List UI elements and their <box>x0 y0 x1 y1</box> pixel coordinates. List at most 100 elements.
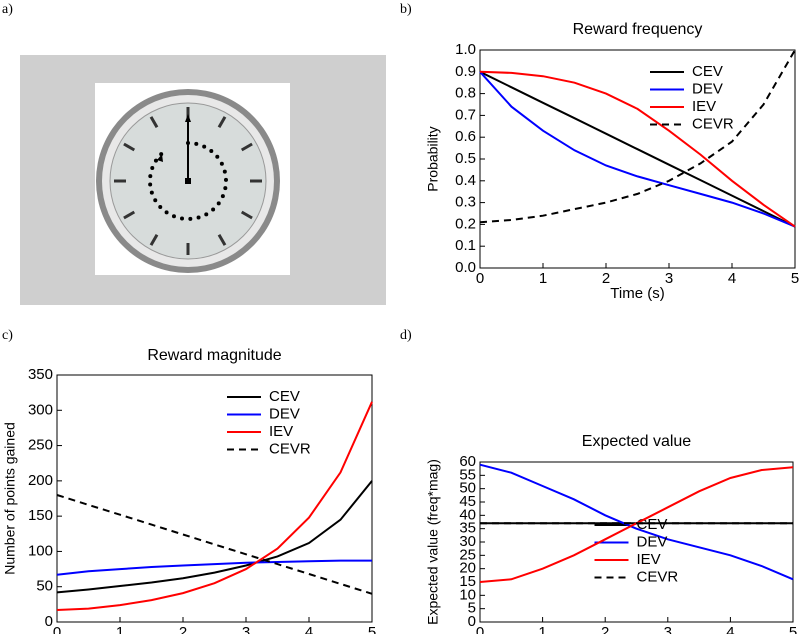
y-tick-label: 0.5 <box>455 150 476 167</box>
plot-frame <box>479 49 796 269</box>
clock-tick <box>123 142 136 152</box>
x-tick-label: 5 <box>791 270 799 287</box>
clock-dot <box>202 144 207 149</box>
clock-dot <box>158 204 163 209</box>
legend-label: IEV <box>692 98 716 115</box>
clock-dot <box>215 154 220 159</box>
legend-label: CEV <box>269 388 300 405</box>
clock-hand-tip <box>185 114 191 122</box>
panel-label: c) <box>2 328 13 343</box>
legend-label: IEV <box>269 423 293 440</box>
y-tick-label: 250 <box>28 437 53 454</box>
clock-dot <box>211 207 216 212</box>
clock-dot <box>223 186 228 191</box>
y-tick-label: 0.2 <box>455 215 476 232</box>
x-tick-label: 3 <box>242 624 250 634</box>
clock-dot <box>153 198 158 203</box>
legend-label: CEVR <box>637 568 679 585</box>
y-axis-label: Expected value (freq*mag) <box>425 459 441 625</box>
y-tick-label: 1.0 <box>455 41 476 58</box>
y-tick-label: 25 <box>459 546 476 563</box>
clock-tick <box>217 116 227 129</box>
clock-dot <box>171 214 176 219</box>
y-tick-label: 0.6 <box>455 128 476 145</box>
y-axis-label: Probability <box>425 126 441 191</box>
legend-label: DEV <box>692 80 723 97</box>
y-tick-label: 150 <box>28 507 53 524</box>
plot-frame <box>56 374 373 623</box>
y-tick-label: 30 <box>459 533 476 550</box>
x-tick-label: 3 <box>665 270 673 287</box>
clock-dot <box>188 216 193 221</box>
y-tick-label: 0.9 <box>455 63 476 80</box>
clock-screen <box>20 55 386 305</box>
y-tick-label: 35 <box>459 520 476 537</box>
legend-label: IEV <box>637 551 661 568</box>
x-tick-label: 4 <box>726 624 734 634</box>
y-tick-label: 0.7 <box>455 106 476 123</box>
chart-title: Expected value <box>582 433 692 450</box>
clock-tick <box>149 233 159 246</box>
clock-dot <box>164 210 169 215</box>
clock-tick <box>217 233 227 246</box>
panel-label: d) <box>400 328 412 343</box>
clock-dot <box>159 152 164 157</box>
y-tick-label: 0.1 <box>455 237 476 254</box>
chart-title: Reward frequency <box>573 21 703 38</box>
x-tick-label: 1 <box>539 270 547 287</box>
clock-center <box>185 178 191 184</box>
x-tick-label: 0 <box>476 624 484 634</box>
series-line <box>479 49 796 224</box>
x-tick-label: 0 <box>53 624 61 634</box>
x-axis-label: Time (s) <box>610 285 664 302</box>
clock-dot <box>153 158 158 163</box>
y-tick-label: 20 <box>459 560 476 577</box>
legend-label: CEV <box>692 63 723 80</box>
legend-label: DEV <box>637 533 668 550</box>
y-tick-label: 350 <box>28 366 53 383</box>
clock-dot <box>180 216 185 221</box>
y-axis-label: Number of points gained <box>2 422 18 575</box>
clock-dot <box>209 148 214 153</box>
series-line <box>479 71 796 228</box>
series-line <box>479 70 796 228</box>
x-tick-label: 0 <box>476 270 484 287</box>
y-tick-label: 100 <box>28 542 53 559</box>
y-tick-label: 0 <box>468 613 476 630</box>
panel-label: b) <box>400 2 412 17</box>
clock-dot <box>149 190 154 195</box>
y-tick-label: 200 <box>28 472 53 489</box>
y-tick-label: 55 <box>459 466 476 483</box>
legend-label: CEVR <box>692 115 734 132</box>
x-tick-label: 5 <box>368 624 376 634</box>
y-tick-label: 40 <box>459 506 476 523</box>
clock-tick <box>123 210 136 220</box>
x-tick-label: 2 <box>601 624 609 634</box>
y-tick-label: 45 <box>459 493 476 510</box>
y-tick-label: 0.8 <box>455 85 476 102</box>
y-tick-label: 5 <box>468 600 476 617</box>
x-tick-label: 1 <box>116 624 124 634</box>
y-tick-label: 15 <box>459 573 476 590</box>
clock-tick <box>240 210 253 220</box>
x-tick-label: 1 <box>538 624 546 634</box>
x-tick-label: 3 <box>664 624 672 634</box>
series-line <box>56 480 373 594</box>
y-tick-label: 0.4 <box>455 172 476 189</box>
clock-dot <box>194 141 199 146</box>
y-tick-label: 60 <box>459 453 476 470</box>
y-tick-label: 0.3 <box>455 194 476 211</box>
clock-dot <box>219 161 224 166</box>
clock-dot <box>148 182 153 187</box>
y-tick-label: 0.0 <box>455 259 476 276</box>
x-tick-label: 4 <box>305 624 313 634</box>
clock-dot <box>220 194 225 199</box>
series-line <box>56 494 373 595</box>
y-tick-label: 0 <box>45 613 53 630</box>
legend-label: CEVR <box>269 440 311 457</box>
x-tick-label: 5 <box>789 624 797 634</box>
clock-dot <box>223 177 228 182</box>
chart-title: Reward magnitude <box>147 347 281 364</box>
